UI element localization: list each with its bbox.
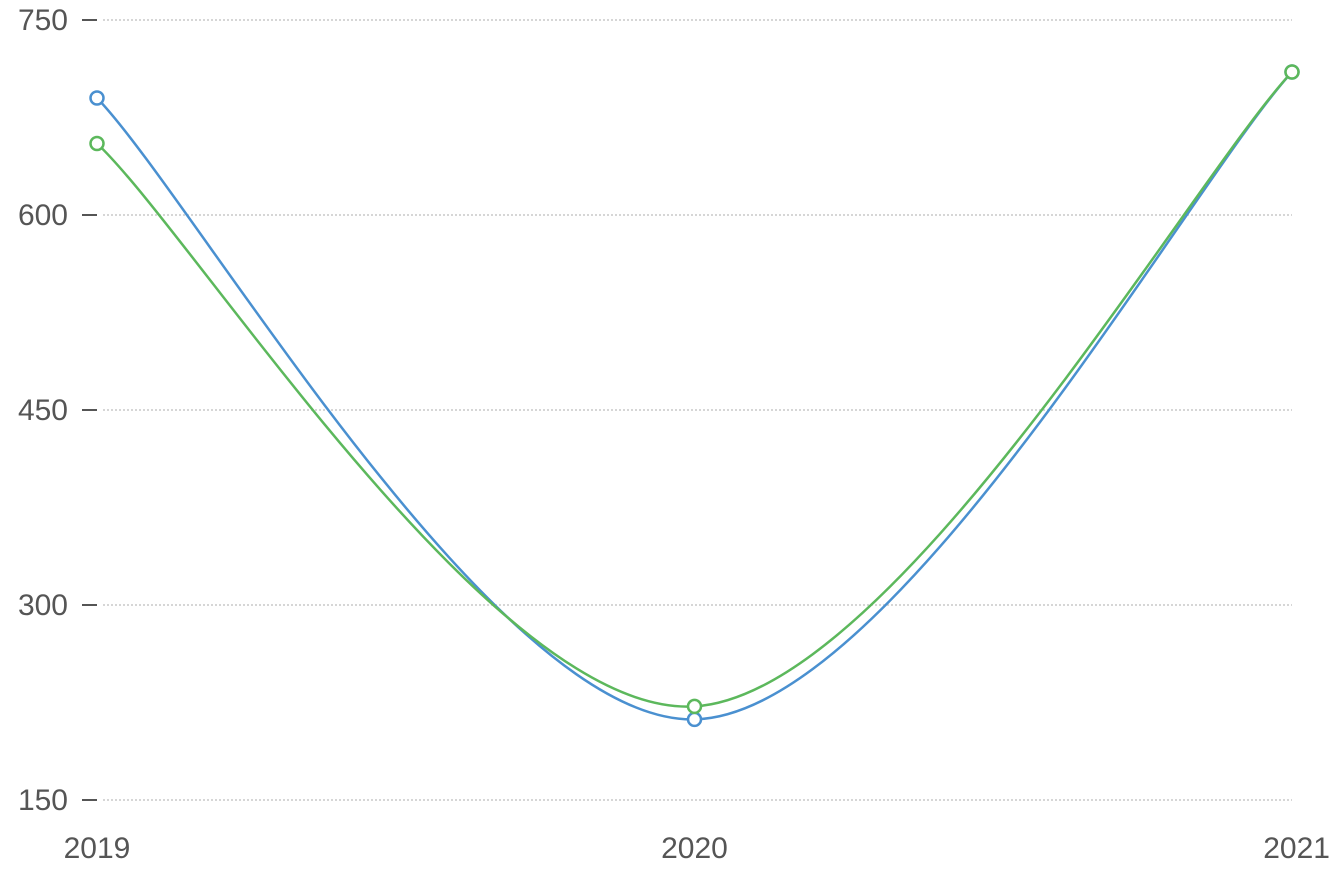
data-point-series-2-2020[interactable] [686,698,703,715]
series-layer [96,71,1293,721]
data-point-series-1-2020[interactable] [686,711,703,728]
grid-layer [103,19,1292,801]
y-axis: 150 300 450 600 750 [18,4,97,817]
data-point-series-2-2019[interactable] [89,135,105,152]
y-tick-label: 150 [18,784,68,817]
x-tick-label: 2019 [64,832,131,865]
points-layer [89,64,1300,728]
y-tick-label: 300 [18,589,68,622]
x-tick-label: 2020 [661,832,728,865]
y-tick-label: 750 [18,4,68,37]
data-point-series-1-2019[interactable] [89,90,105,106]
x-axis: 2019 2020 2021 [64,832,1330,865]
series-line-1 [96,71,1293,721]
x-tick-label: 2021 [1263,832,1330,865]
data-point-series-2-2021[interactable] [1284,64,1300,80]
series-line-2 [96,71,1293,708]
y-tick-label: 600 [18,199,68,232]
y-tick-label: 450 [18,394,68,427]
